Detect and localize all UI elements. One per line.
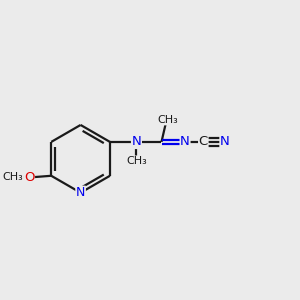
Text: N: N: [132, 135, 141, 148]
Text: N: N: [180, 135, 190, 148]
Text: CH₃: CH₃: [126, 156, 147, 166]
Text: CH₃: CH₃: [157, 115, 178, 125]
Text: C: C: [199, 135, 208, 148]
Text: N: N: [76, 186, 85, 199]
Text: N: N: [220, 135, 230, 148]
Text: O: O: [24, 171, 34, 184]
Text: CH₃: CH₃: [3, 172, 23, 182]
